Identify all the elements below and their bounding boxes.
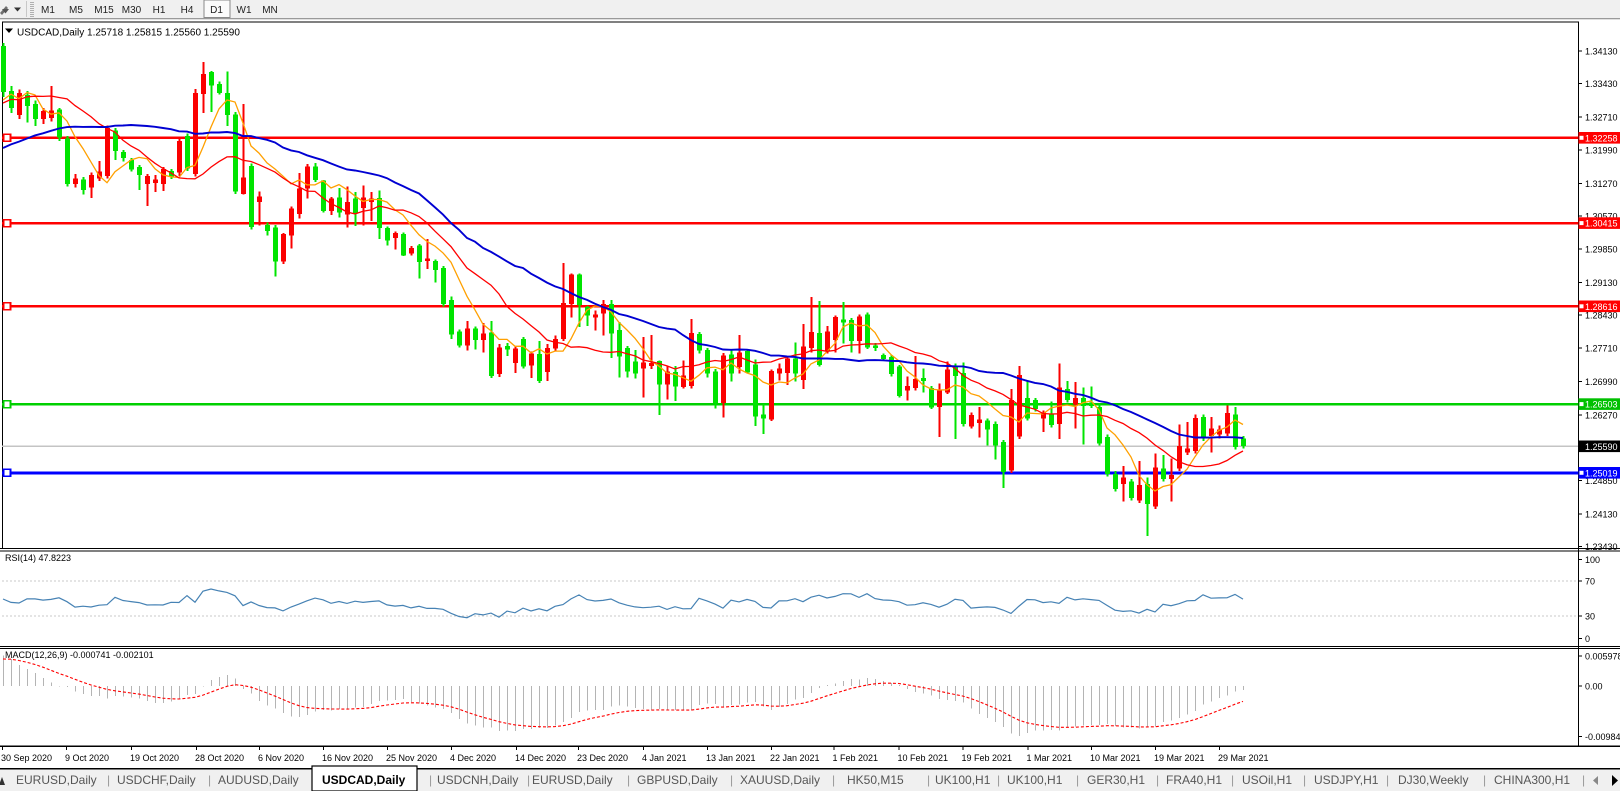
svg-text:1.26990: 1.26990 bbox=[1585, 377, 1618, 387]
svg-text:0.005978: 0.005978 bbox=[1585, 651, 1620, 661]
svg-text:|: | bbox=[1156, 773, 1159, 787]
svg-text:-0.009849: -0.009849 bbox=[1585, 732, 1620, 742]
svg-text:1.29130: 1.29130 bbox=[1585, 278, 1618, 288]
svg-text:19 Oct 2020: 19 Oct 2020 bbox=[130, 753, 179, 763]
svg-text:|: | bbox=[997, 773, 1000, 787]
svg-text:USDJPY,H1: USDJPY,H1 bbox=[1314, 773, 1379, 787]
svg-text:4 Dec 2020: 4 Dec 2020 bbox=[450, 753, 496, 763]
svg-text:M5: M5 bbox=[69, 5, 83, 16]
svg-text:1.33430: 1.33430 bbox=[1585, 79, 1618, 89]
svg-text:1.29850: 1.29850 bbox=[1585, 245, 1618, 255]
svg-text:|: | bbox=[208, 773, 211, 787]
svg-text:19 Mar 2021: 19 Mar 2021 bbox=[1154, 753, 1205, 763]
svg-text:M1: M1 bbox=[41, 5, 55, 16]
svg-text:100: 100 bbox=[1585, 555, 1600, 565]
svg-text:FRA40,H1: FRA40,H1 bbox=[1166, 773, 1222, 787]
svg-text:RSI(14) 47.8223: RSI(14) 47.8223 bbox=[5, 553, 71, 563]
svg-text:HK50,M15: HK50,M15 bbox=[847, 773, 904, 787]
svg-text:AUDUSD,Daily: AUDUSD,Daily bbox=[218, 773, 299, 787]
svg-text:UK100,H1: UK100,H1 bbox=[1007, 773, 1063, 787]
svg-text:1 Mar 2021: 1 Mar 2021 bbox=[1027, 753, 1073, 763]
svg-text:USOil,H1: USOil,H1 bbox=[1242, 773, 1292, 787]
svg-text:|: | bbox=[1303, 773, 1306, 787]
svg-text:1.30570: 1.30570 bbox=[1585, 211, 1618, 221]
svg-text:XAUUSD,Daily: XAUUSD,Daily bbox=[740, 773, 820, 787]
svg-text:1.26503: 1.26503 bbox=[1585, 400, 1618, 410]
svg-text:|: | bbox=[527, 773, 530, 787]
svg-text:|: | bbox=[1582, 773, 1585, 787]
svg-text:70: 70 bbox=[1585, 577, 1595, 587]
svg-text:1.28616: 1.28616 bbox=[1585, 302, 1618, 312]
svg-text:|: | bbox=[1231, 773, 1234, 787]
svg-text:|: | bbox=[627, 773, 630, 787]
svg-text:6 Nov 2020: 6 Nov 2020 bbox=[258, 753, 304, 763]
svg-text:|: | bbox=[107, 773, 110, 787]
svg-text:1.32258: 1.32258 bbox=[1585, 133, 1618, 143]
svg-text:|: | bbox=[730, 773, 733, 787]
svg-text:22 Jan 2021: 22 Jan 2021 bbox=[770, 753, 820, 763]
svg-text:1.25590: 1.25590 bbox=[1585, 442, 1618, 452]
svg-text:1.24130: 1.24130 bbox=[1585, 509, 1618, 519]
svg-text:USDCAD,Daily 1.25718 1.25815: USDCAD,Daily 1.25718 1.25815 1.25560 1.2… bbox=[17, 28, 240, 39]
svg-text:13 Jan 2021: 13 Jan 2021 bbox=[706, 753, 756, 763]
svg-text:28 Oct 2020: 28 Oct 2020 bbox=[195, 753, 244, 763]
svg-text:USDCNH,Daily: USDCNH,Daily bbox=[437, 773, 518, 787]
svg-text:1.25019: 1.25019 bbox=[1585, 468, 1618, 478]
svg-text:|: | bbox=[927, 773, 930, 787]
svg-text:19 Feb 2021: 19 Feb 2021 bbox=[962, 753, 1013, 763]
svg-text:EURUSD,Daily: EURUSD,Daily bbox=[532, 773, 613, 787]
svg-text:USDCAD,Daily: USDCAD,Daily bbox=[322, 773, 406, 787]
svg-text:H1: H1 bbox=[153, 5, 166, 16]
svg-text:MN: MN bbox=[262, 5, 278, 16]
svg-text:0: 0 bbox=[1585, 634, 1590, 644]
svg-text:GBPUSD,Daily: GBPUSD,Daily bbox=[637, 773, 718, 787]
svg-text:W1: W1 bbox=[237, 5, 252, 16]
svg-text:25 Nov 2020: 25 Nov 2020 bbox=[386, 753, 437, 763]
svg-text:1.32710: 1.32710 bbox=[1585, 112, 1618, 122]
svg-text:10 Mar 2021: 10 Mar 2021 bbox=[1090, 753, 1141, 763]
svg-text:0.00: 0.00 bbox=[1585, 681, 1603, 691]
svg-text:1.28430: 1.28430 bbox=[1585, 310, 1618, 320]
svg-text:1 Feb 2021: 1 Feb 2021 bbox=[833, 753, 879, 763]
svg-text:MACD(12,26,9) -0.000741 -0.002: MACD(12,26,9) -0.000741 -0.002101 bbox=[5, 650, 154, 660]
svg-text:|: | bbox=[1483, 773, 1486, 787]
svg-text:1.34130: 1.34130 bbox=[1585, 47, 1618, 57]
svg-text:23 Dec 2020: 23 Dec 2020 bbox=[577, 753, 628, 763]
svg-text:GER30,H1: GER30,H1 bbox=[1087, 773, 1145, 787]
svg-text:EURUSD,Daily: EURUSD,Daily bbox=[16, 773, 97, 787]
svg-text:1.24850: 1.24850 bbox=[1585, 476, 1618, 486]
svg-text:1.30415: 1.30415 bbox=[1585, 219, 1618, 229]
svg-text:|: | bbox=[1076, 773, 1079, 787]
svg-text:30: 30 bbox=[1585, 612, 1595, 622]
svg-text:4 Jan 2021: 4 Jan 2021 bbox=[642, 753, 687, 763]
svg-text:USDCHF,Daily: USDCHF,Daily bbox=[117, 773, 196, 787]
svg-text:14 Dec 2020: 14 Dec 2020 bbox=[515, 753, 566, 763]
svg-text:CHINA300,H1: CHINA300,H1 bbox=[1494, 773, 1570, 787]
svg-text:|: | bbox=[832, 773, 835, 787]
svg-text:30 Sep 2020: 30 Sep 2020 bbox=[1, 753, 52, 763]
svg-text:1.31270: 1.31270 bbox=[1585, 179, 1618, 189]
svg-text:1.23430: 1.23430 bbox=[1585, 542, 1618, 552]
svg-text:DJ30,Weekly: DJ30,Weekly bbox=[1398, 773, 1468, 787]
svg-text:|: | bbox=[429, 773, 432, 787]
svg-text:M15: M15 bbox=[94, 5, 114, 16]
svg-text:10 Feb 2021: 10 Feb 2021 bbox=[898, 753, 949, 763]
svg-text:16 Nov 2020: 16 Nov 2020 bbox=[322, 753, 373, 763]
svg-text:H4: H4 bbox=[181, 5, 194, 16]
svg-text:|: | bbox=[1386, 773, 1389, 787]
svg-text:9 Oct 2020: 9 Oct 2020 bbox=[65, 753, 109, 763]
svg-text:M30: M30 bbox=[122, 5, 142, 16]
svg-text:D1: D1 bbox=[210, 5, 223, 16]
svg-text:1.27710: 1.27710 bbox=[1585, 344, 1618, 354]
svg-text:29 Mar 2021: 29 Mar 2021 bbox=[1218, 753, 1269, 763]
svg-text:UK100,H1: UK100,H1 bbox=[935, 773, 991, 787]
svg-text:1.31990: 1.31990 bbox=[1585, 146, 1618, 156]
svg-text:1.26270: 1.26270 bbox=[1585, 410, 1618, 420]
